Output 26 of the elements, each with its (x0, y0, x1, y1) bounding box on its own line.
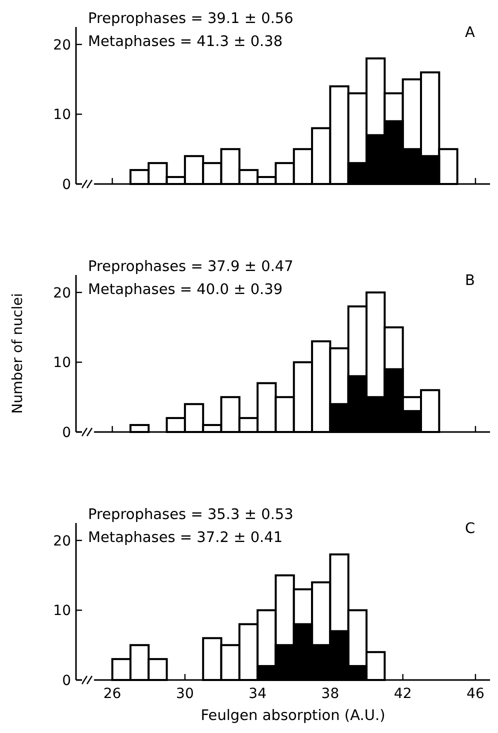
x-tick-label: 46 (466, 686, 484, 702)
y-tick-label: 20 (53, 533, 71, 550)
y-tick-label: 0 (62, 672, 71, 689)
y-tick-label: 0 (62, 424, 71, 441)
y-tick-label: 20 (53, 37, 71, 54)
x-tick-label: 42 (394, 686, 412, 702)
annotation: Preprophases = 39.1 ± 0.56 (88, 11, 294, 27)
x-tick-label: 34 (248, 686, 267, 702)
y-tick-label: 10 (53, 355, 71, 372)
y-tick-label: 0 (62, 176, 71, 193)
y-tick-label: 10 (53, 107, 71, 124)
annotation: A (465, 25, 476, 41)
annotation: Metaphases = 41.3 ± 0.38 (88, 34, 283, 50)
y-tick-label: 10 (53, 603, 71, 620)
annotation: Metaphases = 40.0 ± 0.39 (88, 282, 283, 298)
x-tick-label: 38 (321, 686, 340, 702)
y-axis-title: Number of nuclei (10, 293, 26, 414)
x-axis-title: Feulgen absorption (A.U.) (200, 708, 386, 724)
x-tick-label: 26 (103, 686, 122, 702)
x-tick-label: 30 (176, 686, 194, 702)
annotation: Preprophases = 37.9 ± 0.47 (88, 259, 294, 275)
y-tick-label: 20 (53, 285, 71, 302)
annotation: Metaphases = 37.2 ± 0.41 (88, 530, 283, 546)
annotation: C (464, 521, 476, 537)
annotation: Preprophases = 35.3 ± 0.53 (88, 507, 294, 523)
annotation: B (465, 273, 475, 289)
